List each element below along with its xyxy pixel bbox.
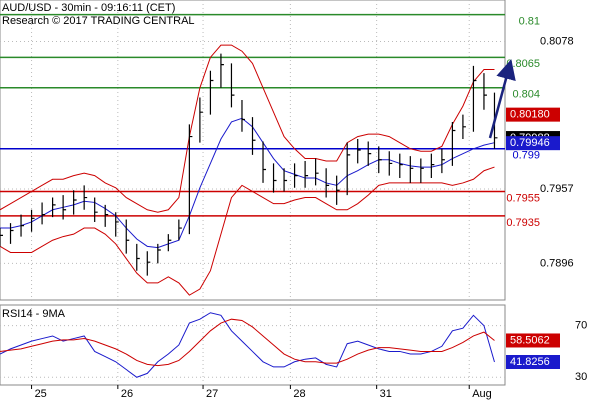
level-label: 0.804 [512, 89, 540, 101]
price-bar [346, 142, 351, 196]
price-bar [136, 243, 140, 271]
band-line [0, 166, 495, 296]
rsi-line [0, 318, 495, 367]
x-tick-label: 25 [35, 388, 47, 400]
price-bar [304, 160, 309, 188]
price-bar [157, 243, 161, 264]
price-bar [220, 53, 224, 88]
price-bar [367, 141, 372, 166]
price-box-label: 58.5062 [510, 334, 550, 346]
level-label: 0.799 [512, 150, 540, 162]
price-bar [83, 185, 88, 210]
price-bar [472, 65, 477, 132]
price-bar [0, 228, 3, 247]
price-bar [441, 148, 445, 174]
chart-title: AUD/USD - 30min - 09:16:11 (CET) [2, 2, 175, 14]
price-bar [283, 168, 288, 192]
y-tick-label: 0.8078 [540, 35, 574, 47]
price-bar [272, 163, 277, 193]
price-bar [315, 158, 319, 186]
rsi-title: RSI14 - 9MA [2, 308, 66, 320]
price-bar [115, 212, 119, 237]
price-bar [462, 114, 466, 140]
price-bar [293, 163, 298, 188]
price-box [506, 107, 560, 122]
price-bar [483, 73, 487, 110]
price-bar [357, 139, 361, 164]
x-tick-label: 31 [380, 388, 392, 400]
y-tick-label: 0.7896 [540, 257, 574, 269]
x-tick-label: Aug [472, 388, 492, 400]
price-bar [209, 70, 214, 115]
price-bar [199, 97, 203, 143]
price-bar [178, 219, 182, 241]
level-label: 0.7955 [506, 192, 540, 204]
price-bar [325, 168, 330, 198]
level-label: 0.81 [519, 16, 540, 28]
y-tick-label: 70 [575, 320, 587, 332]
price-bar [399, 153, 403, 179]
price-box-label: 0.80180 [510, 109, 550, 121]
price-bar [9, 223, 14, 244]
price-bar [388, 151, 393, 176]
level-label: 0.8065 [506, 58, 540, 70]
price-bar [430, 153, 435, 179]
price-bar [146, 251, 151, 276]
y-tick-label: 0.7957 [540, 183, 574, 195]
price-bar [241, 100, 245, 132]
price-bar [30, 209, 35, 232]
x-tick-label: 27 [206, 388, 218, 400]
price-box-label: 41.8256 [510, 356, 550, 368]
price-bar [451, 121, 456, 166]
x-tick-label: 28 [293, 388, 305, 400]
rsi-line [0, 312, 495, 378]
forecast-arrow [488, 59, 516, 139]
price-panel [0, 0, 506, 301]
price-bar [94, 197, 98, 222]
price-bar [167, 234, 172, 252]
price-bar [125, 219, 130, 254]
price-bar [41, 202, 46, 225]
x-tick-label: 26 [121, 388, 133, 400]
price-bar [230, 63, 235, 108]
band-line [0, 117, 495, 249]
price-bar [251, 117, 256, 155]
price-bar [378, 146, 382, 174]
price-bar [52, 197, 56, 218]
price-bar [20, 214, 25, 237]
price-bar [336, 175, 340, 205]
price-bar [188, 124, 193, 235]
level-label: 0.7935 [506, 217, 540, 229]
price-box-label: 0.79946 [510, 137, 550, 149]
price-box [506, 333, 560, 348]
chart-subtitle: Research © 2017 TRADING CENTRAL [2, 15, 195, 27]
price-bar [104, 204, 109, 227]
price-box [506, 136, 560, 151]
rsi-panel [0, 304, 506, 386]
band-line [0, 44, 495, 213]
price-bar [420, 158, 424, 183]
price-box [506, 354, 560, 369]
price-bar [73, 190, 77, 215]
y-tick-label: 30 [575, 371, 587, 383]
price-bar [409, 156, 414, 183]
price-bar [62, 195, 67, 220]
price-bar [262, 141, 267, 183]
